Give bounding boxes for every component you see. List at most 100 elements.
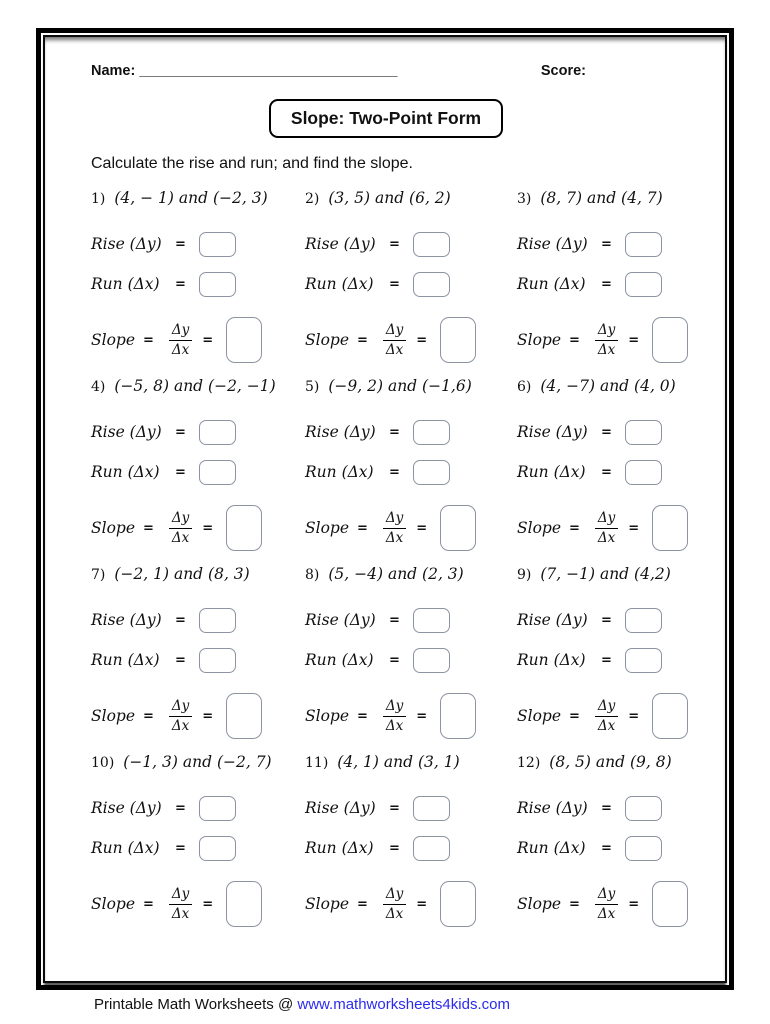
delta-fraction: Δy Δx [168,322,193,359]
run-answer-box[interactable] [412,271,450,297]
rise-answer-box[interactable] [198,607,236,633]
problem-points: (−9, 2) and (−1,6) [328,377,472,395]
fraction-denominator: Δx [171,905,190,922]
equals-sign: = [357,520,368,536]
run-answer-box[interactable] [624,835,662,861]
rise-answer-box[interactable] [198,795,236,821]
delta-fraction: Δy Δx [168,510,193,547]
run-row: Run (Δx) = [305,459,517,485]
problem-statement: 10) (−1, 3) and (−2, 7) [91,753,305,775]
run-answer-box[interactable] [412,835,450,861]
equals-sign: = [601,236,612,252]
slope-answer-box[interactable] [226,881,263,927]
run-row: Run (Δx) = [91,271,305,297]
problem-number: 1) [91,191,106,207]
worksheet-page: Name: ________________________________ S… [43,35,727,983]
slope-answer-box[interactable] [226,505,263,551]
slope-answer-box[interactable] [226,693,263,739]
run-answer-box[interactable] [412,459,450,485]
run-answer-box[interactable] [624,459,662,485]
rise-label: Rise (Δy) [517,611,588,629]
footer-link[interactable]: www.mathworksheets4kids.com [297,996,510,1013]
problem-points: (7, −1) and (4,2) [540,565,671,583]
equals-sign: = [601,464,612,480]
rise-answer-box[interactable] [198,231,236,257]
equals-sign: = [601,276,612,292]
slope-answer-box[interactable] [440,881,477,927]
problem-block: 11) (4, 1) and (3, 1) Rise (Δy) = Run (Δ… [305,753,517,929]
equals-sign: = [357,708,368,724]
slope-answer-box[interactable] [440,505,477,551]
fraction-numerator: Δy [382,322,407,341]
rise-row: Rise (Δy) = [91,231,305,257]
slope-answer-box[interactable] [652,693,689,739]
run-answer-box[interactable] [198,459,236,485]
run-answer-box[interactable] [198,835,236,861]
rise-row: Rise (Δy) = [91,607,305,633]
problem-block: 2) (3, 5) and (6, 2) Rise (Δy) = Run (Δx… [305,189,517,365]
rise-row: Rise (Δy) = [517,231,688,257]
run-answer-box[interactable] [624,647,662,673]
rise-answer-box[interactable] [412,419,450,445]
equals-sign: = [569,708,580,724]
rise-row: Rise (Δy) = [91,795,305,821]
slope-row: Slope = Δy Δx = [305,879,517,929]
run-row: Run (Δx) = [305,271,517,297]
fraction-numerator: Δy [594,322,619,341]
equals-sign: = [569,332,580,348]
run-answer-box[interactable] [198,647,236,673]
equals-sign: = [416,708,428,724]
rise-label: Rise (Δy) [305,235,376,253]
equals-sign: = [357,332,368,348]
run-answer-box[interactable] [198,271,236,297]
fraction-numerator: Δy [594,698,619,717]
slope-answer-box[interactable] [652,317,689,363]
problem-points: (−2, 1) and (8, 3) [114,565,250,583]
name-blank-line[interactable]: ________________________________ [139,63,398,79]
equals-sign: = [628,896,640,912]
rise-label: Rise (Δy) [91,611,162,629]
slope-row: Slope = Δy Δx = [91,691,305,741]
equals-sign: = [416,896,428,912]
run-row: Run (Δx) = [305,647,517,673]
slope-answer-box[interactable] [226,317,263,363]
problem-statement: 6) (4, −7) and (4, 0) [517,377,688,399]
equals-sign: = [601,652,612,668]
rise-answer-box[interactable] [624,419,662,445]
problem-points: (−1, 3) and (−2, 7) [123,753,272,771]
slope-label: Slope [305,895,350,913]
slope-answer-box[interactable] [440,693,477,739]
rise-answer-box[interactable] [624,795,662,821]
run-label: Run (Δx) [305,463,374,481]
problem-block: 6) (4, −7) and (4, 0) Rise (Δy) = Run (Δ… [517,377,689,553]
fraction-numerator: Δy [594,510,619,529]
rise-answer-box[interactable] [198,419,236,445]
run-label: Run (Δx) [91,275,160,293]
problem-number: 11) [305,755,329,771]
rise-answer-box[interactable] [412,795,450,821]
delta-fraction: Δy Δx [168,698,193,735]
problem-block: 1) (4, − 1) and (−2, 3) Rise (Δy) = Run … [91,189,305,365]
problem-statement: 1) (4, − 1) and (−2, 3) [91,189,305,211]
rise-answer-box[interactable] [412,607,450,633]
slope-label: Slope [517,707,562,725]
run-label: Run (Δx) [91,651,160,669]
problem-number: 9) [517,567,532,583]
fraction-denominator: Δx [171,341,190,358]
rise-answer-box[interactable] [624,231,662,257]
equals-sign: = [175,800,186,816]
slope-answer-box[interactable] [440,317,477,363]
equals-sign: = [389,652,400,668]
problem-points: (4, 1) and (3, 1) [337,753,460,771]
run-answer-box[interactable] [624,271,662,297]
instruction-text: Calculate the rise and run; and find the… [91,155,413,172]
slope-answer-box[interactable] [652,505,689,551]
rise-answer-box[interactable] [412,231,450,257]
fraction-denominator: Δx [385,529,404,546]
slope-label: Slope [91,707,136,725]
rise-answer-box[interactable] [624,607,662,633]
slope-answer-box[interactable] [652,881,689,927]
fraction-numerator: Δy [168,322,193,341]
slope-label: Slope [91,519,136,537]
run-answer-box[interactable] [412,647,450,673]
